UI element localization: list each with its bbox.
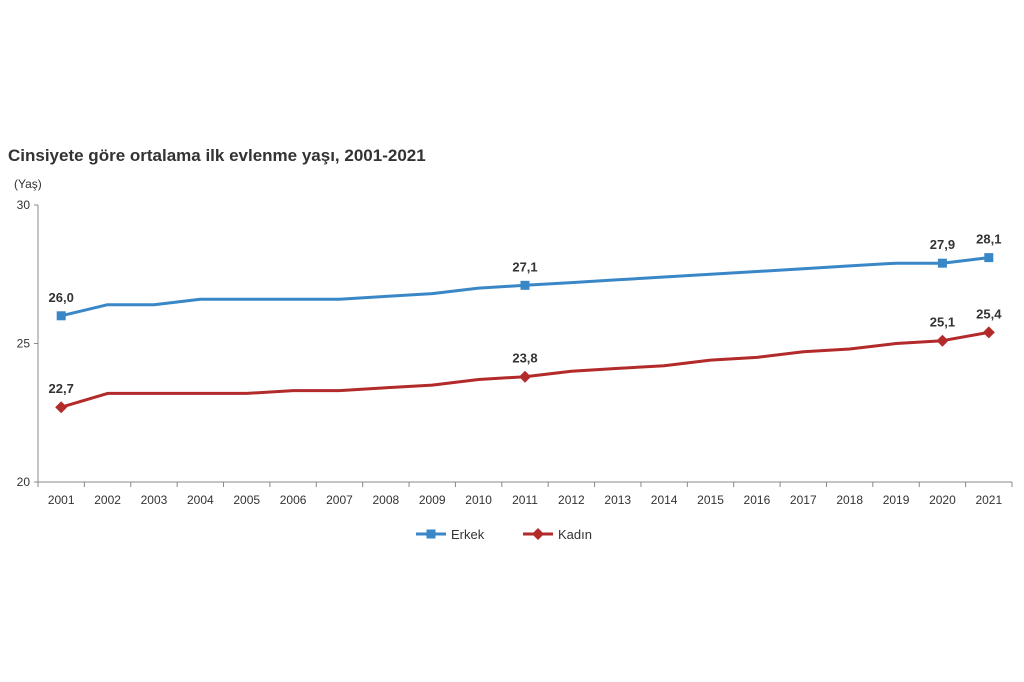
series-line-kadın [60, 330, 990, 409]
x-tick-label: 2003 [141, 493, 168, 507]
data-label: 23,8 [512, 351, 537, 366]
series-markers [55, 253, 995, 414]
legend-marker [532, 528, 544, 540]
data-point-marker [984, 253, 994, 263]
x-tick-label: 2008 [373, 493, 400, 507]
data-label: 28,1 [976, 232, 1001, 247]
legend-label: Erkek [451, 527, 485, 542]
legend-marker [426, 529, 436, 539]
data-point-marker [55, 401, 68, 414]
data-label: 27,9 [930, 237, 955, 252]
series-lines [60, 256, 990, 409]
x-tick-label: 2011 [512, 493, 538, 507]
x-tick-label: 2005 [233, 493, 260, 507]
y-tick-label: 25 [17, 337, 31, 351]
x-tick-label: 2014 [651, 493, 678, 507]
x-tick-label: 2017 [790, 493, 817, 507]
data-point-marker [519, 370, 531, 383]
legend-label: Kadın [558, 527, 592, 542]
y-tick-label: 20 [17, 475, 31, 489]
x-tick-label: 2012 [558, 493, 585, 507]
data-label: 22,7 [49, 381, 74, 396]
data-point-marker [937, 258, 947, 268]
x-tick-label: 2018 [836, 493, 863, 507]
x-tick-label: 2015 [697, 493, 724, 507]
x-tick-label: 2004 [187, 493, 214, 507]
axes: 20 25 30 2001 2002 2003 2004 2005 2006 2007 2008 20… [17, 198, 1013, 507]
x-tick-label: 2016 [744, 493, 771, 507]
x-tick-label: 2007 [326, 493, 353, 507]
legend: Erkek Kadın [416, 527, 592, 542]
data-label: 25,4 [976, 306, 1002, 321]
data-label: 27,1 [512, 259, 537, 274]
x-tick-label: 2013 [604, 493, 631, 507]
data-label: 26,0 [49, 290, 74, 305]
x-tick-label: 2010 [465, 493, 492, 507]
y-axis-label: (Yaş) [14, 177, 42, 191]
x-tick-label: 2001 [48, 493, 75, 507]
x-tick-label: 2002 [94, 493, 121, 507]
x-tick-label: 2020 [929, 493, 956, 507]
data-point-marker [520, 280, 530, 290]
x-tick-label: 2009 [419, 493, 446, 507]
data-labels: 26,0 27,1 27,9 28,1 22,7 23,8 25,1 25,4 [49, 232, 1003, 397]
y-tick-label: 30 [17, 198, 31, 212]
data-point-marker [56, 311, 66, 321]
x-tick-label: 2021 [975, 493, 1002, 507]
data-point-marker [982, 326, 995, 339]
data-label: 25,1 [930, 315, 955, 330]
x-tick-label: 2006 [280, 493, 307, 507]
data-point-marker [936, 334, 949, 347]
chart-title: Cinsiyete göre ortalama ilk evlenme yaşı… [8, 146, 426, 165]
x-tick-label: 2019 [883, 493, 910, 507]
